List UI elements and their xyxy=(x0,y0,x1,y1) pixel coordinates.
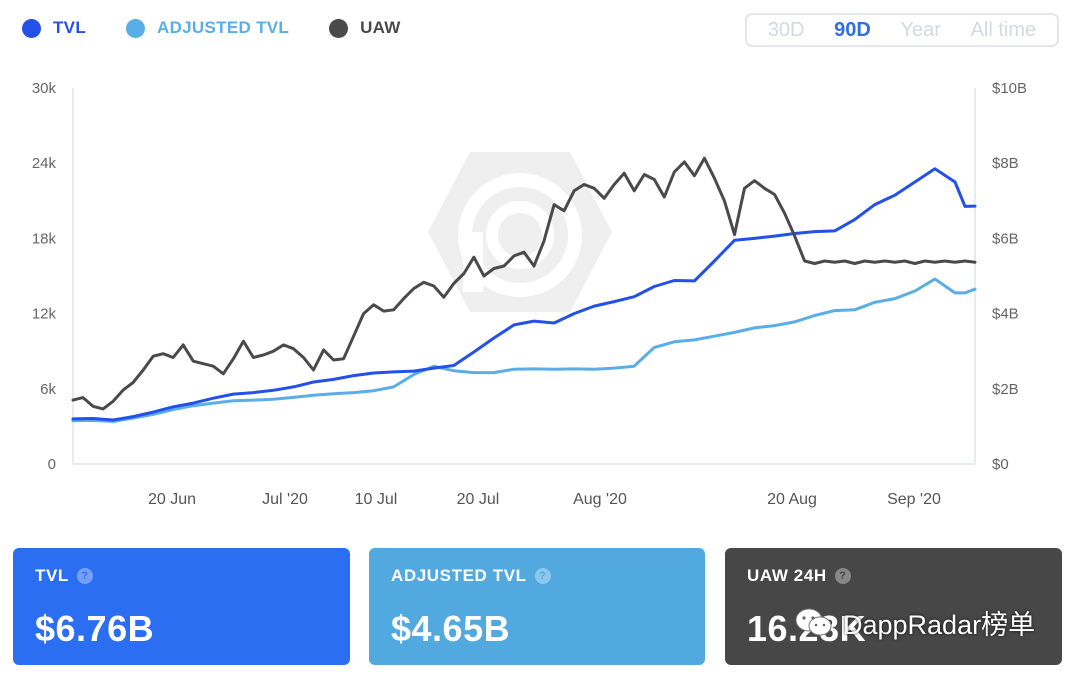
legend-label-tvl: TVL xyxy=(53,18,87,37)
x-axis-tick-label: 20 Jul xyxy=(457,491,500,508)
watermark-text: DappRadar榜单 xyxy=(843,610,1036,640)
adjusted-tvl-card-title-row: ADJUSTED TVL ? xyxy=(391,566,683,586)
time-range-selector: 30D 90D Year All time xyxy=(745,13,1059,47)
help-icon[interactable]: ? xyxy=(76,568,93,584)
right-axis-tick-label: $8B xyxy=(992,155,1019,172)
chart-legend: TVL ADJUSTED TVL UAW xyxy=(22,18,441,38)
dappradar-logo-watermark xyxy=(428,152,612,312)
legend-item-uaw[interactable]: UAW xyxy=(329,18,401,38)
uaw-24h-card-title-row: UAW 24H ? xyxy=(747,566,1040,586)
range-option-all-time[interactable]: All time xyxy=(970,18,1037,41)
right-axis-tick-label: $2B xyxy=(992,381,1019,398)
legend-item-adjusted-tvl[interactable]: ADJUSTED TVL xyxy=(126,18,289,38)
x-axis-ticks: 20 Jun Jul '20 10 Jul 20 Jul Aug '20 20 Aug Se… xyxy=(148,491,941,508)
x-axis-tick-label: Jul '20 xyxy=(262,491,308,508)
left-axis-tick-label: 0 xyxy=(48,456,56,473)
left-axis-ticks: 0 6k 12k 18k 24k 30k xyxy=(32,80,57,473)
legend-item-tvl[interactable]: TVL xyxy=(22,18,86,38)
legend-dot-uaw xyxy=(329,18,349,38)
x-axis-tick-label: 20 Aug xyxy=(767,491,817,508)
tvl-uaw-line-chart: 0 6k 12k 18k 24k 30k $0 $2B $4B $6B $8B $10B 20 Ju… xyxy=(32,80,1027,508)
wechat-watermark: DappRadar榜单 xyxy=(795,603,1035,642)
right-axis-tick-label: $4B xyxy=(992,306,1019,323)
x-axis-tick-label: 10 Jul xyxy=(355,491,398,508)
adjusted-tvl-card-value: $4.65B xyxy=(391,608,511,649)
left-axis-tick-label: 24k xyxy=(32,155,57,172)
legend-label-uaw: UAW xyxy=(360,18,401,37)
right-axis-tick-label: $6B xyxy=(992,230,1019,247)
x-axis-tick-label: 20 Jun xyxy=(148,491,196,508)
legend-label-adjusted-tvl: ADJUSTED TVL xyxy=(157,18,290,37)
x-axis-tick-label: Aug '20 xyxy=(573,491,627,508)
uaw-24h-card: UAW 24H ? 16.23K xyxy=(725,548,1062,665)
help-icon[interactable]: ? xyxy=(534,568,551,584)
legend-dot-adjusted-tvl xyxy=(126,18,146,38)
wechat-icon xyxy=(795,608,832,635)
tvl-card-title-row: TVL ? xyxy=(35,566,328,586)
chart-series xyxy=(71,156,977,423)
right-axis-ticks: $0 $2B $4B $6B $8B $10B xyxy=(992,80,1027,473)
legend-dot-tvl xyxy=(22,18,41,38)
right-axis-tick-label: $0 xyxy=(992,456,1009,473)
help-icon[interactable]: ? xyxy=(834,568,851,584)
tvl-card-title: TVL xyxy=(35,566,69,585)
series-line-uaw xyxy=(71,156,977,411)
left-axis-tick-label: 12k xyxy=(32,306,57,323)
left-axis-tick-label: 30k xyxy=(32,80,57,97)
adjusted-tvl-card: ADJUSTED TVL ? $4.65B xyxy=(369,548,705,665)
x-axis-tick-label: Sep '20 xyxy=(887,491,941,508)
series-line-adjusted-tvl xyxy=(71,277,977,423)
tvl-card-value: $6.76B xyxy=(35,608,155,649)
range-option-90d[interactable]: 90D xyxy=(834,18,871,41)
adjusted-tvl-card-title: ADJUSTED TVL xyxy=(391,566,527,585)
uaw-24h-card-title: UAW 24H xyxy=(747,566,827,585)
range-option-30d[interactable]: 30D xyxy=(767,18,805,41)
left-axis-tick-label: 6k xyxy=(40,381,56,398)
range-option-year[interactable]: Year xyxy=(900,18,941,41)
left-axis-tick-label: 18k xyxy=(32,230,57,247)
tvl-card: TVL ? $6.76B xyxy=(13,548,350,665)
right-axis-tick-label: $10B xyxy=(992,80,1027,97)
series-line-tvl xyxy=(71,167,977,422)
